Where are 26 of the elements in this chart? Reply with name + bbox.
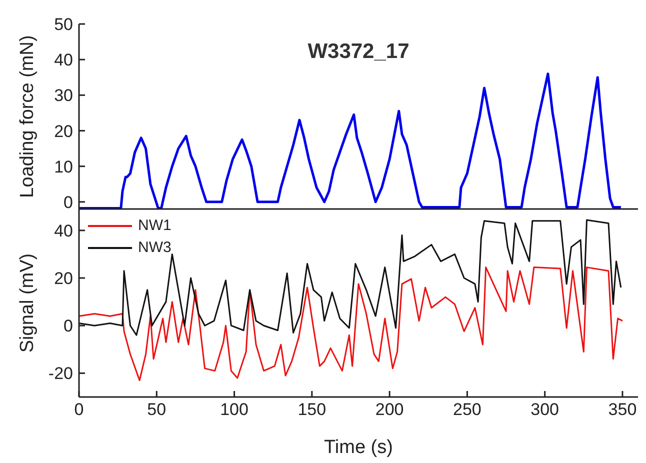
line-series bbox=[79, 219, 622, 336]
y-axis-title: Signal (mV) bbox=[16, 253, 38, 353]
x-tick-label: 200 bbox=[375, 400, 404, 420]
text: W3372_17 bbox=[306, 40, 410, 64]
y-tick-label: 10 bbox=[54, 157, 73, 176]
y-tick-label: -20 bbox=[48, 364, 73, 384]
x-tick-label: 100 bbox=[220, 400, 248, 420]
y-tick-label: 40 bbox=[54, 50, 73, 70]
y-tick-label: 50 bbox=[54, 15, 73, 34]
x-tick-label: 250 bbox=[453, 400, 482, 420]
y-axis-title: Loading force (mN) bbox=[16, 35, 38, 198]
x-tick-label: 150 bbox=[298, 400, 326, 420]
x-tick-label: 350 bbox=[608, 400, 637, 420]
line-series bbox=[79, 266, 624, 382]
line-series bbox=[79, 72, 622, 209]
y-tick-label: 0 bbox=[64, 316, 73, 336]
y-tick-label: 20 bbox=[54, 122, 73, 141]
x-tick-label: 300 bbox=[530, 400, 560, 420]
y-tick-label: 30 bbox=[54, 86, 73, 106]
legend-label: NW3 bbox=[138, 238, 172, 258]
y-tick-label: 0 bbox=[64, 192, 73, 212]
x-tick-label: 50 bbox=[147, 400, 166, 420]
y-tick-label: 40 bbox=[54, 221, 73, 240]
x-axis-title: Time (s) bbox=[324, 437, 393, 458]
y-tick-label: 20 bbox=[54, 269, 73, 288]
legend-label: NW1 bbox=[138, 216, 172, 236]
